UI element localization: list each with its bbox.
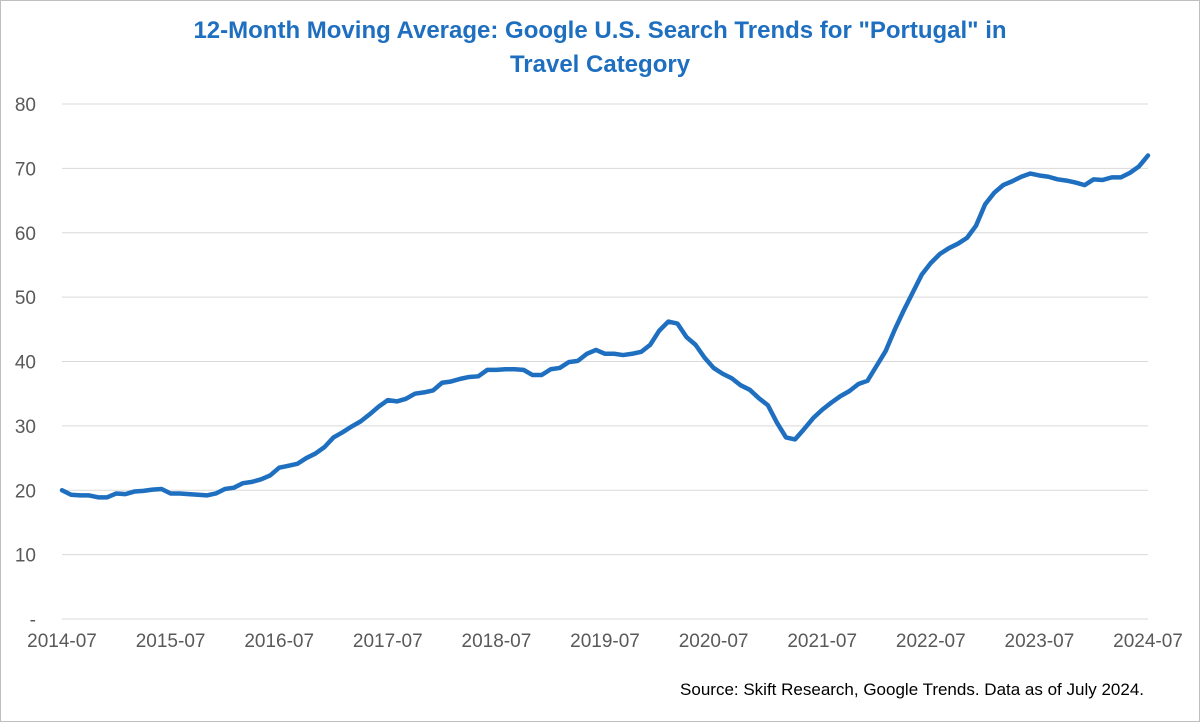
y-tick-label: 10 — [15, 546, 36, 567]
x-tick-label: 2018-07 — [462, 631, 532, 652]
x-tick-label: 2022-07 — [896, 631, 966, 652]
series-layer — [59, 153, 1151, 500]
x-tick-label: 2015-07 — [136, 631, 206, 652]
x-tick-label: 2020-07 — [679, 631, 749, 652]
x-tick-label: 2024-07 — [1113, 631, 1183, 652]
y-tick-label: 60 — [15, 224, 36, 245]
x-tick-label: 2017-07 — [353, 631, 423, 652]
y-tick-label: 80 — [15, 95, 36, 116]
x-tick-label: 2019-07 — [570, 631, 640, 652]
chart-title: 12-Month Moving Average: Google U.S. Sea… — [0, 14, 1200, 82]
y-tick-label: 20 — [15, 481, 36, 502]
x-tick-label: 2021-07 — [787, 631, 857, 652]
chart-title-line-2: Travel Category — [509, 51, 691, 78]
y-axis-tick-labels: - 10 20 30 40 50 60 70 80 — [15, 95, 36, 631]
source-note: Source: Skift Research, Google Trends. D… — [680, 680, 1144, 699]
y-tick-label: - — [30, 610, 36, 631]
chart-title-line-1: 12-Month Moving Average: Google U.S. Sea… — [193, 17, 1007, 44]
series-line-0 — [59, 153, 1151, 500]
x-axis-tick-labels: 2014-07 2015-07 2016-07 2017-07 2018-07 2019-… — [27, 631, 1183, 652]
y-tick-label: 40 — [15, 353, 36, 374]
y-tick-label: 50 — [15, 288, 36, 309]
y-tick-label: 30 — [15, 417, 36, 438]
x-tick-label: 2014-07 — [27, 631, 97, 652]
y-tick-label: 70 — [15, 159, 36, 180]
x-tick-label: 2016-07 — [244, 631, 314, 652]
gridlines — [62, 103, 1148, 620]
x-tick-label: 2023-07 — [1005, 631, 1075, 652]
